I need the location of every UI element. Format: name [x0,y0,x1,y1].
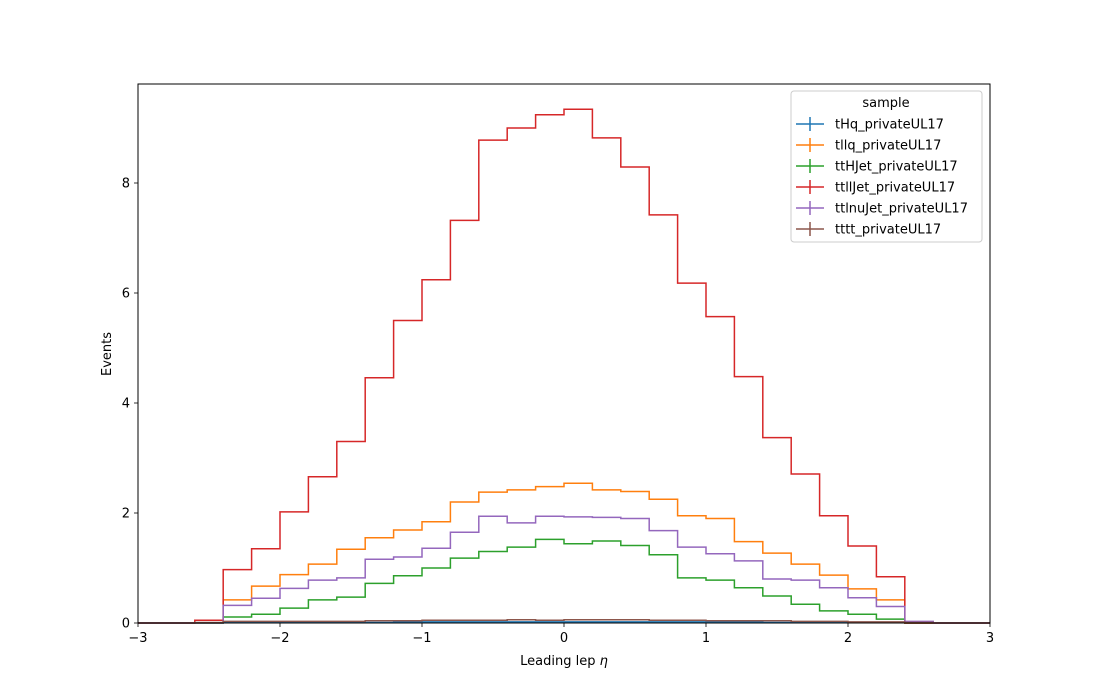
y-axis-label: Events [100,332,115,376]
legend-entry-ttlnuJet_privateUL17: ttlnuJet_privateUL17 [796,201,968,217]
x-axis-label: Leading lep η [520,654,608,669]
legend-entries: tHq_privateUL17 tllq_privateUL17 ttHJet_pr… [796,117,968,238]
y-tick-label: 6 [122,287,130,302]
legend-entry-tttt_privateUL17: tttt_privateUL17 [796,222,941,238]
legend-label: ttlnuJet_privateUL17 [835,202,968,217]
legend-label: ttllJet_privateUL17 [835,181,955,196]
x-axis-ticks: −3 −2 −1 0 1 2 3 [128,623,994,646]
legend-entry-ttllJet_privateUL17: ttllJet_privateUL17 [796,180,955,196]
y-axis-ticks: 0 2 4 6 8 [122,177,138,632]
legend-label: tllq_privateUL17 [835,139,941,154]
x-tick-label: −3 [128,631,147,646]
series-layer [138,108,990,624]
x-tick-label: −1 [412,631,431,646]
x-tick-label: −2 [270,631,289,646]
x-tick-label: 1 [702,631,710,646]
legend-entry-ttHJet_privateUL17: ttHJet_privateUL17 [796,159,958,175]
y-tick-label: 2 [122,507,130,522]
legend-box [790,90,983,243]
legend-title: sample [862,96,909,111]
y-tick-label: 4 [122,397,130,412]
series-line-ttlnuJet_privateUL17 [138,515,990,624]
x-tick-label: 2 [844,631,852,646]
series-line-ttHJet_privateUL17 [138,538,990,624]
legend-label: tHq_privateUL17 [835,118,944,133]
legend-label: tttt_privateUL17 [835,223,941,238]
legend-label: ttHJet_privateUL17 [835,160,958,175]
x-axis-label-symbol: η [600,654,608,669]
x-tick-label: 0 [560,631,568,646]
series-line-tttt_privateUL17 [138,618,990,624]
y-tick-label: 0 [122,617,130,632]
legend-entry-tllq_privateUL17: tllq_privateUL17 [796,138,941,154]
y-tick-label: 8 [122,177,130,192]
legend: sample tHq_privateUL17 tllq_privateUL17tt… [790,90,983,243]
series-line-tllq_privateUL17 [138,482,990,624]
x-tick-label: 3 [986,631,994,646]
series-line-ttllJet_privateUL17 [138,108,990,624]
x-axis-label-text: Leading lep [520,654,595,669]
legend-entry-tHq_privateUL17: tHq_privateUL17 [796,117,944,133]
